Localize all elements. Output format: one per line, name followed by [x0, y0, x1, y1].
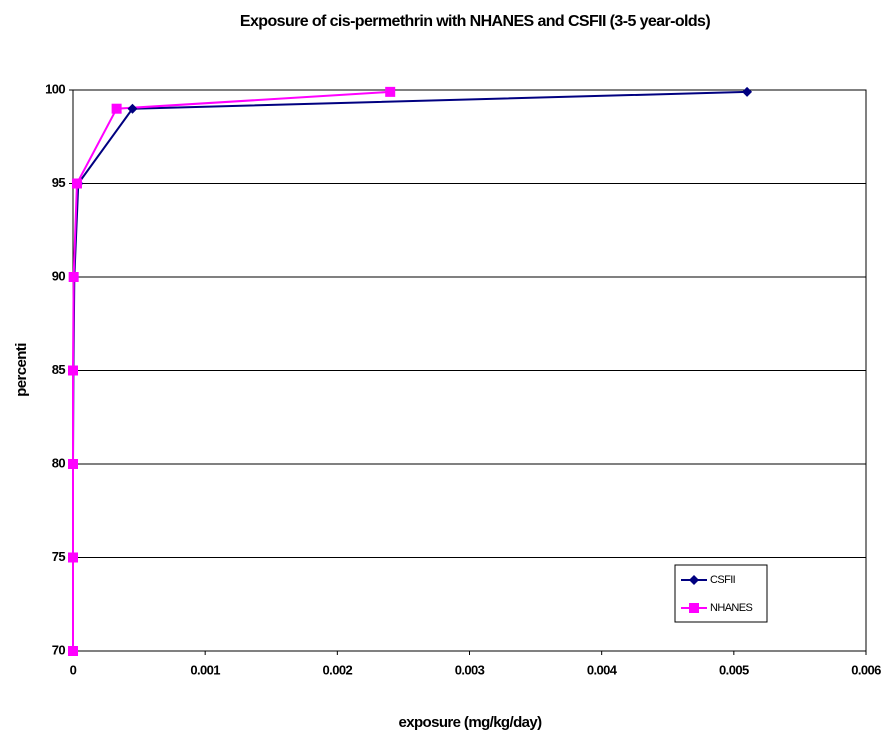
series-line [72, 90, 391, 651]
x-tick-label: 0.005 [719, 662, 749, 677]
marker [742, 86, 753, 97]
y-tick-label: 75 [52, 549, 66, 564]
y-tick-label: 85 [52, 362, 66, 377]
y-tick-label: 90 [52, 268, 66, 283]
chart-title: Exposure of cis-permethrin with NHANES a… [240, 13, 710, 30]
y-tick-label: 100 [45, 81, 65, 96]
marker [68, 459, 78, 469]
y-tick-label: 80 [52, 455, 66, 470]
y-axis-title: percenti [13, 343, 30, 397]
x-tick-label: 0.003 [455, 662, 485, 677]
marker [68, 646, 78, 656]
marker [111, 103, 122, 114]
x-tick-label: 0.001 [190, 662, 220, 677]
legend-marker [689, 603, 699, 613]
x-tick-label: 0.002 [323, 662, 353, 677]
legend-label: CSFII [710, 574, 736, 586]
legend-label: NHANES [710, 602, 753, 614]
marker [68, 552, 78, 563]
marker [385, 86, 396, 97]
y-tick-label: 95 [52, 175, 66, 190]
x-tick-label: 0.004 [587, 662, 618, 677]
marker [71, 178, 82, 189]
legend-marker [689, 575, 699, 585]
marker [68, 365, 78, 376]
marker [127, 103, 138, 114]
series-line [72, 90, 748, 651]
x-tick-label: 0.006 [851, 662, 881, 677]
x-tick-label: 0 [70, 662, 77, 677]
marker [68, 272, 79, 282]
y-tick-label: 70 [52, 642, 66, 657]
x-axis-title: exposure (mg/kg/day) [398, 714, 542, 731]
